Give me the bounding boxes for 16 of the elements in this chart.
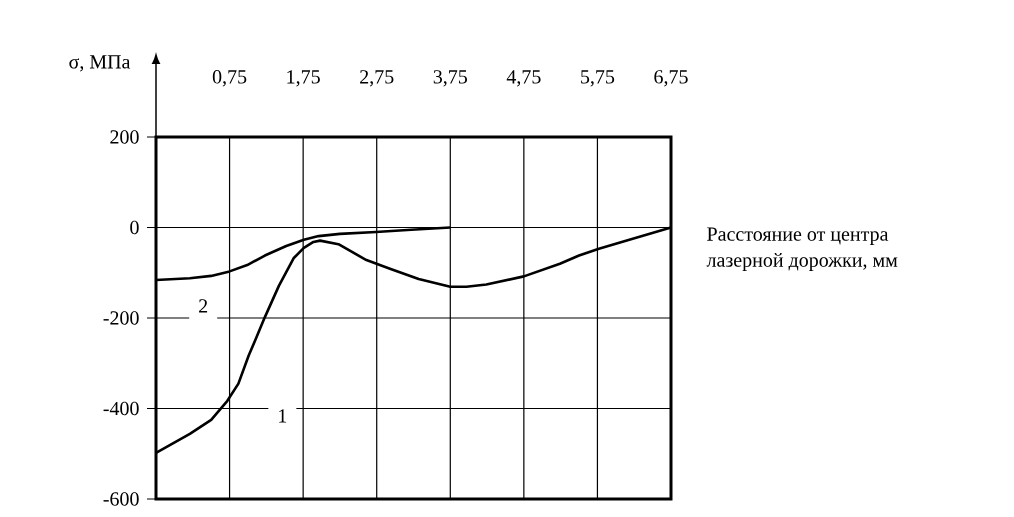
x-tick-label: 1,75 [287, 70, 320, 87]
y-tick-label: 0 [130, 220, 139, 235]
legend-label: 2 [199, 299, 208, 313]
x-tick-label: 0,75 [212, 70, 247, 87]
y-tick-label: -400 [103, 401, 139, 416]
x-tick-label: 5,75 [581, 70, 615, 87]
y-tick-label: -600 [103, 492, 139, 506]
y-tick-label: -200 [103, 311, 139, 325]
y-tick-label: 200 [110, 130, 139, 144]
x-axis-title: Расстояние от центра лазерной дорожки, мм [706, 227, 898, 271]
x-tick-label: 4,75 [506, 70, 541, 87]
x-tick-label: 6,75 [654, 70, 688, 87]
y-axis-title: σ, МПа [69, 55, 131, 72]
text: 1 [279, 409, 287, 423]
x-tick-label: 2,75 [360, 70, 394, 87]
x-tick-label: 3,75 [433, 70, 468, 87]
